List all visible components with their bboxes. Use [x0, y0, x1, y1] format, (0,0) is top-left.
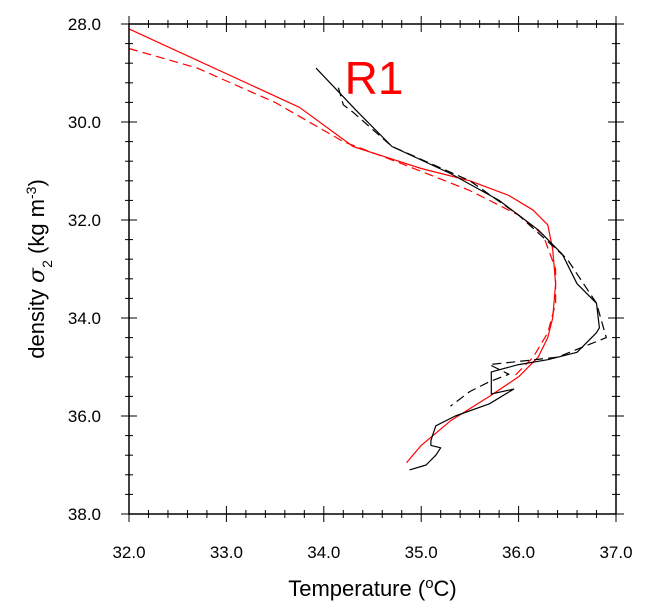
y-tick-label: 28.0 — [68, 15, 101, 34]
y-axis-title-exponent: -3 — [23, 186, 39, 199]
y-tick-labels: 28.0 30.0 32.0 34.0 36.0 38.0 — [68, 15, 101, 524]
y-tick-label: 38.0 — [68, 505, 101, 524]
y-axis-title-main: density — [24, 283, 49, 359]
y-axis-title: density σ2 (kg m-3) — [23, 179, 55, 359]
y-axis-title-close: ) — [24, 179, 49, 186]
series-line-1 — [128, 28, 557, 463]
x-tick-label: 37.0 — [599, 543, 632, 562]
y-axis-title-units: (kg m — [24, 199, 49, 260]
x-tick-label: 35.0 — [405, 543, 438, 562]
series-line-4 — [337, 87, 607, 407]
y-tick-label: 32.0 — [68, 211, 101, 230]
x-tick-labels: 32.0 33.0 34.0 35.0 36.0 37.0 — [112, 543, 632, 562]
plot-frame — [128, 23, 617, 515]
x-axis-title-unit: C) — [434, 576, 457, 601]
series-layer — [128, 28, 607, 471]
x-tick-label: 36.0 — [502, 543, 535, 562]
x-tick-label: 32.0 — [112, 543, 145, 562]
series-line-2 — [128, 47, 557, 378]
panel-label: R1 — [345, 52, 404, 104]
series-line-3 — [315, 67, 601, 471]
x-axis-title-main: Temperature ( — [288, 576, 426, 601]
y-axis-title-subscript: 2 — [39, 260, 55, 268]
y-tick-label: 30.0 — [68, 113, 101, 132]
y-tick-label: 36.0 — [68, 407, 101, 426]
x-axis-title: Temperature (oC) — [288, 575, 457, 602]
x-tick-label: 34.0 — [307, 543, 340, 562]
y-tick-label: 34.0 — [68, 309, 101, 328]
x-axis-title-degree: o — [425, 575, 433, 592]
x-tick-label: 33.0 — [210, 543, 243, 562]
y-axis-title-sigma: σ — [25, 267, 50, 283]
